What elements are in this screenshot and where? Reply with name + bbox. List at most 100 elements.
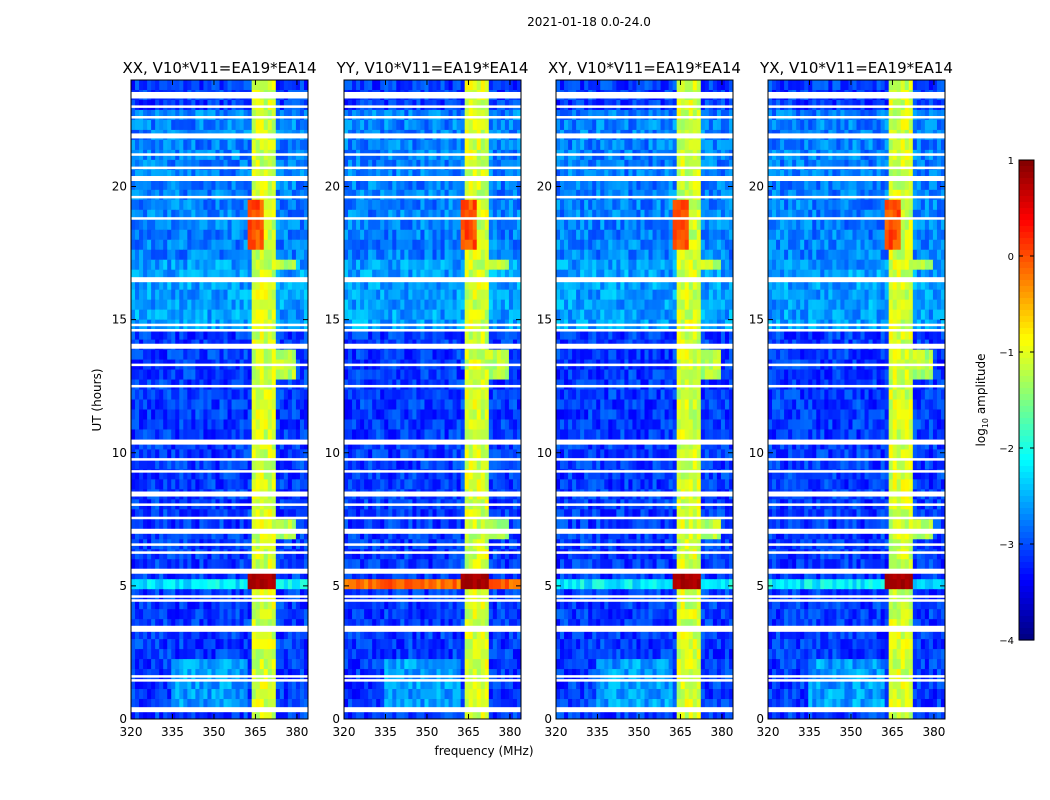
colorbar-segment [1019, 484, 1034, 491]
flagged-row [768, 116, 945, 119]
flagged-row [556, 491, 733, 497]
flagged-row [768, 675, 945, 678]
x-tick-label: 380 [498, 725, 521, 739]
x-tick-label: 350 [203, 725, 226, 739]
colorbar-segment [1019, 328, 1034, 335]
colorbar-segment [1019, 262, 1034, 269]
heatmap-image [344, 80, 521, 719]
colorbar-segment [1019, 412, 1034, 419]
axes-frame [767, 79, 946, 720]
y-tick-label: 15 [112, 313, 127, 327]
heatmap-image [768, 80, 945, 719]
flagged-row [768, 217, 945, 220]
x-axis-label: frequency (MHz) [434, 744, 533, 758]
x-tick-label: 335 [161, 725, 184, 739]
x-tick-label: 365 [669, 725, 692, 739]
flagged-row [768, 91, 945, 98]
axes-frame [343, 79, 522, 720]
flagged-row [344, 625, 521, 632]
colorbar: 1 0 −1 −2 −3 −4 [999, 156, 1035, 647]
flagged-row [768, 503, 945, 506]
panel-yx: YX, V10*V11=EA19*EA14 320 335 350 365 380 0 5 10… [749, 59, 953, 739]
colorbar-segment [1019, 526, 1034, 533]
flagged-row [768, 166, 945, 170]
colorbar-segment [1019, 550, 1034, 557]
flagged-row [131, 675, 308, 678]
colorbar-segment [1019, 226, 1034, 233]
flagged-row [768, 599, 945, 602]
y-tick-label: 0 [544, 712, 552, 726]
panels: XX, V10*V11=EA19*EA14 320 335 350 365 380 0 5 10… [112, 59, 953, 739]
flagged-row [344, 439, 521, 445]
colorbar-segment [1019, 406, 1034, 413]
colorbar-segment [1019, 568, 1034, 575]
flagged-row [344, 543, 521, 546]
colorbar-segment [1019, 292, 1034, 299]
flagged-row [131, 217, 308, 220]
flagged-row [344, 470, 521, 473]
panel-xy: XY, V10*V11=EA19*EA14 320 335 350 365 380 0 5 10… [537, 59, 741, 739]
flagged-row [556, 217, 733, 220]
colorbar-segment [1019, 616, 1034, 623]
flagged-row [344, 105, 521, 108]
flagged-row [768, 568, 945, 574]
colorbar-segment [1019, 448, 1034, 455]
x-tick-label: 350 [628, 725, 651, 739]
colorbar-tick-label: 1 [1008, 156, 1014, 167]
flagged-row [768, 133, 945, 139]
colorbar-segment [1019, 250, 1034, 257]
colorbar-tick-label: −1 [999, 348, 1014, 359]
flagged-row [131, 329, 308, 332]
flagged-row [131, 625, 308, 632]
colorbar-tick-label: −3 [999, 540, 1014, 551]
heatmap-image [131, 80, 308, 719]
colorbar-tick-label: −4 [999, 636, 1014, 647]
colorbar-segment [1019, 580, 1034, 587]
colorbar-segment [1019, 628, 1034, 635]
colorbar-segment [1019, 172, 1034, 179]
flagged-row [768, 195, 945, 199]
flagged-row [556, 363, 733, 367]
flagged-row [131, 105, 308, 108]
flagged-row [131, 491, 308, 497]
colorbar-segment [1019, 622, 1034, 629]
colorbar-segment [1019, 556, 1034, 563]
flagged-row [556, 675, 733, 678]
flagged-row [344, 323, 521, 327]
y-tick-label: 10 [325, 446, 340, 460]
colorbar-segment [1019, 310, 1034, 317]
panel-title: XX, V10*V11=EA19*EA14 [122, 59, 316, 77]
x-tick-label: 335 [586, 725, 609, 739]
colorbar-segment [1019, 502, 1034, 509]
x-tick-label: 365 [881, 725, 904, 739]
flagged-row [344, 675, 521, 678]
flagged-row [556, 543, 733, 546]
colorbar-segment [1019, 364, 1034, 371]
flagged-row [556, 343, 733, 349]
colorbar-segment [1019, 418, 1034, 425]
y-tick-label: 20 [749, 180, 764, 194]
flagged-row [131, 384, 308, 388]
x-tick-label: 350 [840, 725, 863, 739]
colorbar-segment [1019, 574, 1034, 581]
y-axis-label: UT (hours) [90, 368, 104, 431]
axes-frame [555, 79, 734, 720]
flagged-row [556, 323, 733, 327]
flagged-row [556, 625, 733, 632]
flagged-row [344, 599, 521, 602]
flagged-row [768, 343, 945, 349]
flagged-row [344, 195, 521, 199]
colorbar-segment [1019, 304, 1034, 311]
flagged-row [344, 153, 521, 156]
flagged-row [131, 516, 308, 520]
flagged-row [556, 133, 733, 139]
y-tick-label: 10 [537, 446, 552, 460]
y-tick-label: 0 [332, 712, 340, 726]
flagged-row [556, 679, 733, 682]
colorbar-segment [1019, 166, 1034, 173]
flagged-row [768, 277, 945, 283]
flagged-row [344, 176, 521, 182]
x-tick-label: 365 [457, 725, 480, 739]
flagged-row [344, 363, 521, 367]
colorbar-label-subscript: 10 [981, 418, 990, 428]
